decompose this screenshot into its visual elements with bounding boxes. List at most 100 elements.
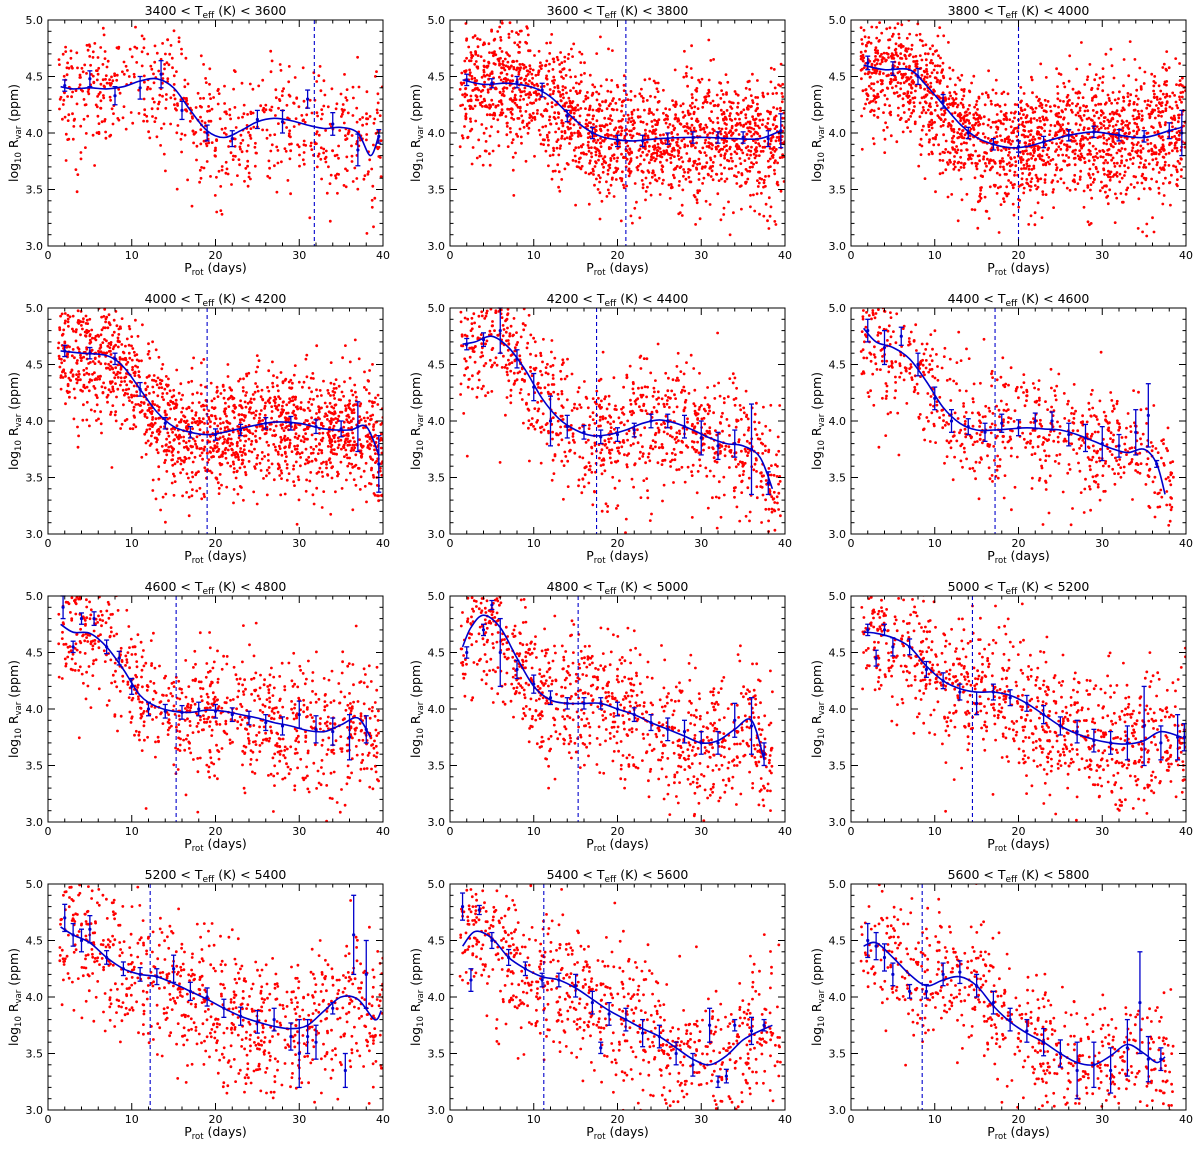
scatter-point — [595, 177, 598, 181]
scatter-point — [643, 78, 647, 82]
scatter-point — [329, 512, 333, 516]
scatter-point — [1006, 92, 1010, 96]
scatter-point — [766, 219, 769, 223]
scatter-point — [475, 95, 479, 99]
scatter-point — [224, 160, 228, 164]
scatter-point — [511, 79, 515, 83]
scatter-point — [930, 71, 934, 75]
scatter-point — [709, 165, 713, 169]
scatter-point — [194, 413, 198, 417]
scatter-point — [1148, 187, 1152, 191]
scatter-point — [694, 98, 698, 102]
scatter-point — [590, 155, 594, 159]
scatter-point — [1176, 159, 1180, 163]
scatter-point — [774, 139, 778, 143]
scatter-point — [1088, 223, 1091, 227]
scatter-point — [1105, 152, 1108, 156]
scatter-point — [683, 170, 686, 174]
scatter-point — [463, 125, 466, 128]
scatter-point — [667, 152, 670, 156]
scatter-point — [88, 45, 92, 48]
error-bar — [204, 124, 210, 142]
scatter-point — [471, 107, 475, 110]
scatter-point — [118, 325, 122, 329]
scatter-point — [877, 39, 881, 43]
scatter-point — [920, 111, 924, 115]
scatter-point — [71, 112, 74, 116]
scatter-point — [376, 147, 380, 151]
scatter-point — [500, 71, 504, 75]
scatter-point — [226, 172, 230, 176]
scatter-point — [91, 50, 95, 54]
scatter-point — [1115, 151, 1119, 155]
scatter-point — [646, 185, 649, 189]
scatter-point — [744, 86, 748, 90]
scatter-point — [998, 161, 1002, 165]
scatter-point — [1090, 86, 1094, 90]
scatter-point — [897, 106, 900, 110]
scatter-point — [1149, 142, 1153, 145]
scatter-point — [176, 124, 180, 127]
scatter-point — [128, 399, 131, 402]
scatter-point — [475, 156, 479, 160]
scatter-point — [869, 87, 873, 90]
scatter-point — [115, 73, 119, 77]
scatter-point — [756, 185, 760, 188]
scatter-point — [1074, 148, 1077, 152]
scatter-point — [889, 113, 893, 117]
scatter-point — [1109, 134, 1113, 138]
scatter-point — [368, 158, 372, 162]
scatter-point — [550, 105, 554, 109]
scatter-point — [959, 149, 963, 152]
scatter-point — [1120, 154, 1124, 158]
scatter-point — [701, 146, 705, 150]
scatter-point — [86, 114, 90, 118]
scatter-point — [1010, 163, 1014, 167]
scatter-point — [1137, 165, 1141, 169]
scatter-point — [706, 172, 710, 176]
scatter-point — [213, 154, 217, 158]
scatter-point — [977, 154, 981, 158]
scatter-point — [1175, 146, 1179, 150]
scatter-point — [1143, 70, 1147, 74]
scatter-point — [556, 163, 560, 167]
scatter-point — [1126, 92, 1130, 95]
scatter-point — [756, 102, 759, 106]
scatter-point — [1151, 126, 1155, 129]
scatter-point — [273, 164, 276, 168]
scatter-point — [496, 118, 500, 122]
scatter-point — [1056, 120, 1060, 124]
scatter-point — [239, 133, 243, 137]
scatter-point — [1160, 101, 1164, 105]
scatter-point — [247, 175, 251, 179]
scatter-point — [593, 146, 597, 150]
scatter-point — [277, 122, 280, 125]
scatter-point — [898, 70, 901, 73]
scatter-point — [132, 350, 136, 354]
scatter-point — [928, 91, 931, 94]
scatter-point — [1118, 164, 1122, 168]
scatter-point — [770, 136, 773, 140]
scatter-point — [772, 146, 776, 150]
scatter-point — [644, 128, 647, 132]
scatter-point — [483, 65, 486, 69]
scatter-point — [238, 466, 242, 470]
scatter-point — [1154, 157, 1158, 161]
scatter-point — [568, 101, 572, 105]
scatter-point — [489, 105, 492, 109]
scatter-point — [321, 424, 325, 428]
scatter-point — [697, 78, 700, 82]
scatter-point — [481, 105, 484, 108]
scatter-point — [167, 445, 171, 449]
scatter-point — [135, 61, 139, 64]
scatter-point — [1033, 211, 1037, 215]
scatter-point — [986, 123, 990, 127]
scatter-point — [748, 88, 752, 91]
scatter-point — [1084, 105, 1088, 109]
scatter-point — [910, 111, 914, 115]
scatter-point — [780, 100, 784, 104]
scatter-point — [1104, 101, 1108, 105]
scatter-point — [1057, 111, 1061, 115]
scatter-point — [919, 86, 922, 90]
